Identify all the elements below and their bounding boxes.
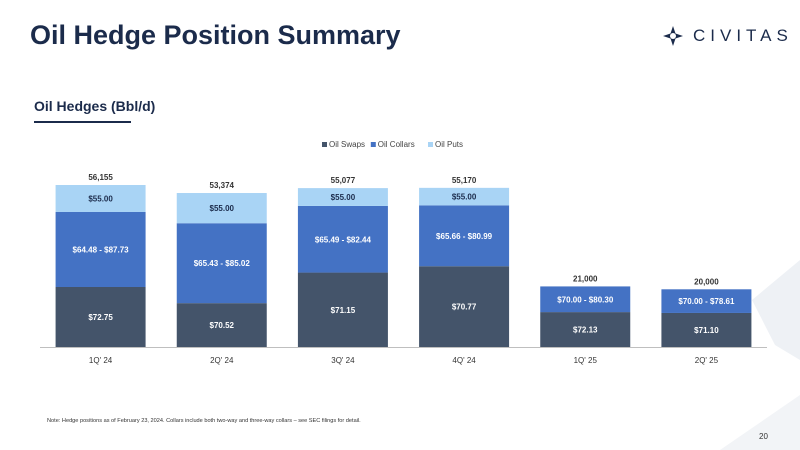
logo-mark-icon [663, 26, 683, 46]
bar-total-label-1: 53,374 [210, 181, 235, 190]
bar-data-label-3-2: $55.00 [452, 193, 477, 202]
legend-swatch-0 [322, 142, 327, 147]
bar-data-label-0-0: $72.75 [88, 313, 113, 322]
legend-swatch-2 [428, 142, 433, 147]
decor-shape-bottom-right [720, 395, 800, 450]
bar-data-label-2-0: $71.15 [331, 306, 356, 315]
x-tick-label-0: 1Q' 24 [89, 356, 113, 365]
bar-total-label-3: 55,170 [452, 176, 477, 185]
bar-data-label-3-0: $70.77 [452, 303, 477, 312]
bar-data-label-5-0: $71.10 [694, 326, 719, 335]
bar-data-label-4-1: $70.00 - $80.30 [557, 295, 614, 304]
bar-data-label-5-1: $70.00 - $78.61 [678, 297, 735, 306]
bar-segment-oil-swaps-2 [297, 272, 388, 347]
bar-segment-oil-collars-5 [661, 289, 752, 313]
x-tick-label-1: 2Q' 24 [210, 356, 234, 365]
legend-label-0: Oil Swaps [329, 140, 365, 149]
bar-segment-oil-puts-1 [176, 193, 267, 224]
legend-swatch-1 [370, 142, 376, 147]
bar-data-label-0-2: $55.00 [88, 194, 113, 203]
bar-segment-oil-puts-0 [55, 185, 146, 212]
bar-data-label-2-1: $65.49 - $82.44 [315, 235, 372, 244]
bar-segment-oil-collars-3 [419, 205, 510, 267]
decor-shape-right [752, 260, 800, 360]
bar-total-label-2: 55,077 [331, 176, 356, 185]
x-tick-label-4: 1Q' 25 [574, 356, 598, 365]
page-number: 20 [759, 432, 768, 441]
bar-segment-oil-collars-1 [176, 223, 267, 304]
bar-segment-oil-swaps-1 [176, 303, 267, 347]
page-title: Oil Hedge Position Summary [30, 20, 401, 50]
bar-data-label-0-1: $64.48 - $87.73 [73, 245, 130, 254]
bar-total-label-4: 21,000 [573, 274, 598, 283]
bar-segment-oil-swaps-3 [419, 266, 510, 347]
bar-total-label-5: 20,000 [694, 277, 719, 286]
bar-segment-oil-swaps-0 [55, 286, 146, 347]
bar-total-label-0: 56,155 [88, 173, 113, 182]
x-tick-label-2: 3Q' 24 [331, 356, 355, 365]
bar-data-label-4-0: $72.13 [573, 326, 598, 335]
bar-segment-oil-puts-2 [297, 188, 388, 206]
bar-segment-oil-collars-0 [55, 211, 146, 287]
legend-label-2: Oil Puts [435, 140, 463, 149]
bar-segment-oil-collars-4 [540, 286, 631, 313]
bar-data-label-1-1: $65.43 - $85.02 [194, 259, 251, 268]
bar-data-label-2-2: $55.00 [331, 193, 356, 202]
bar-data-label-3-1: $65.66 - $80.99 [436, 232, 493, 241]
footnote: Note: Hedge positions as of February 23,… [47, 418, 361, 424]
bar-data-label-1-0: $70.52 [210, 321, 235, 330]
bar-segment-oil-swaps-4 [540, 312, 631, 347]
x-tick-label-5: 2Q' 25 [695, 356, 719, 365]
bar-segment-oil-swaps-5 [661, 312, 752, 347]
logo-text: CIVITAS [693, 26, 793, 45]
bar-segment-oil-collars-2 [297, 205, 388, 273]
section-title: Oil Hedges (Bbl/d) [34, 98, 156, 114]
bar-segment-oil-puts-3 [419, 187, 510, 206]
x-tick-label-3: 4Q' 24 [452, 356, 476, 365]
bar-data-label-1-2: $55.00 [210, 204, 235, 213]
section-underline [34, 121, 131, 123]
legend-label-1: Oil Collars [378, 140, 415, 149]
company-logo: CIVITAS [661, 24, 793, 48]
